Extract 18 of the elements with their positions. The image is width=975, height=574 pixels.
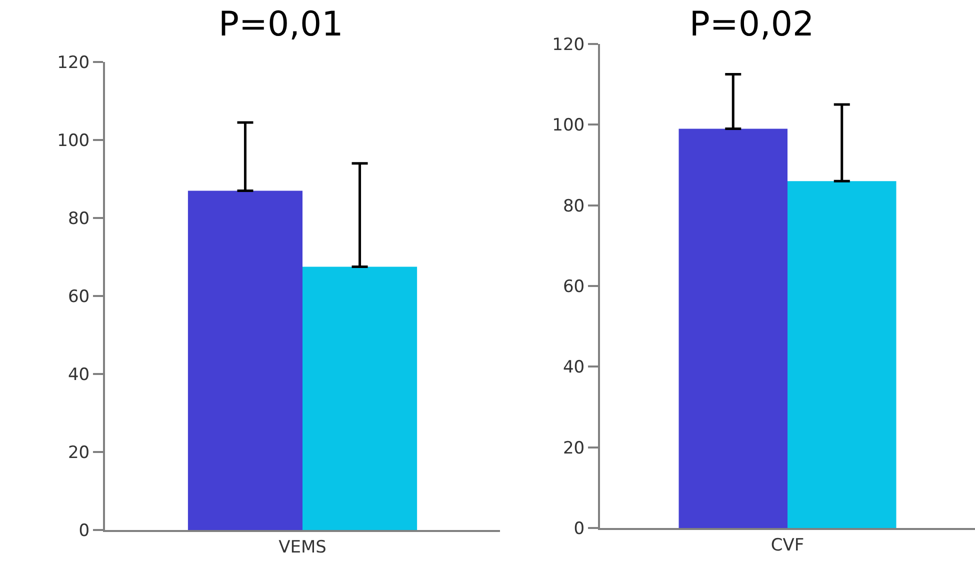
y-tick-label: 120 — [57, 52, 90, 73]
y-tick-label: 0 — [574, 518, 585, 539]
chart-title: P=0,02 — [689, 4, 814, 44]
y-tick-label: 60 — [562, 276, 585, 297]
chart-title: P=0,01 — [218, 4, 344, 44]
y-tick-label: 20 — [68, 442, 90, 463]
x-tick-label: CVF — [770, 535, 804, 556]
y-tick-label: 100 — [57, 130, 90, 151]
y-tick-label: 20 — [562, 438, 585, 458]
y-tick-label: 40 — [68, 364, 90, 385]
y-tick-label: 80 — [562, 196, 585, 216]
x-tick-label: VEMS — [278, 537, 326, 558]
y-tick-label: 40 — [562, 358, 585, 378]
y-tick-label: 100 — [552, 116, 585, 136]
y-tick-label: 0 — [78, 520, 90, 541]
y-tick-label: 80 — [68, 208, 90, 229]
y-tick-label: 120 — [552, 34, 585, 55]
y-tick-label: 60 — [68, 286, 90, 307]
